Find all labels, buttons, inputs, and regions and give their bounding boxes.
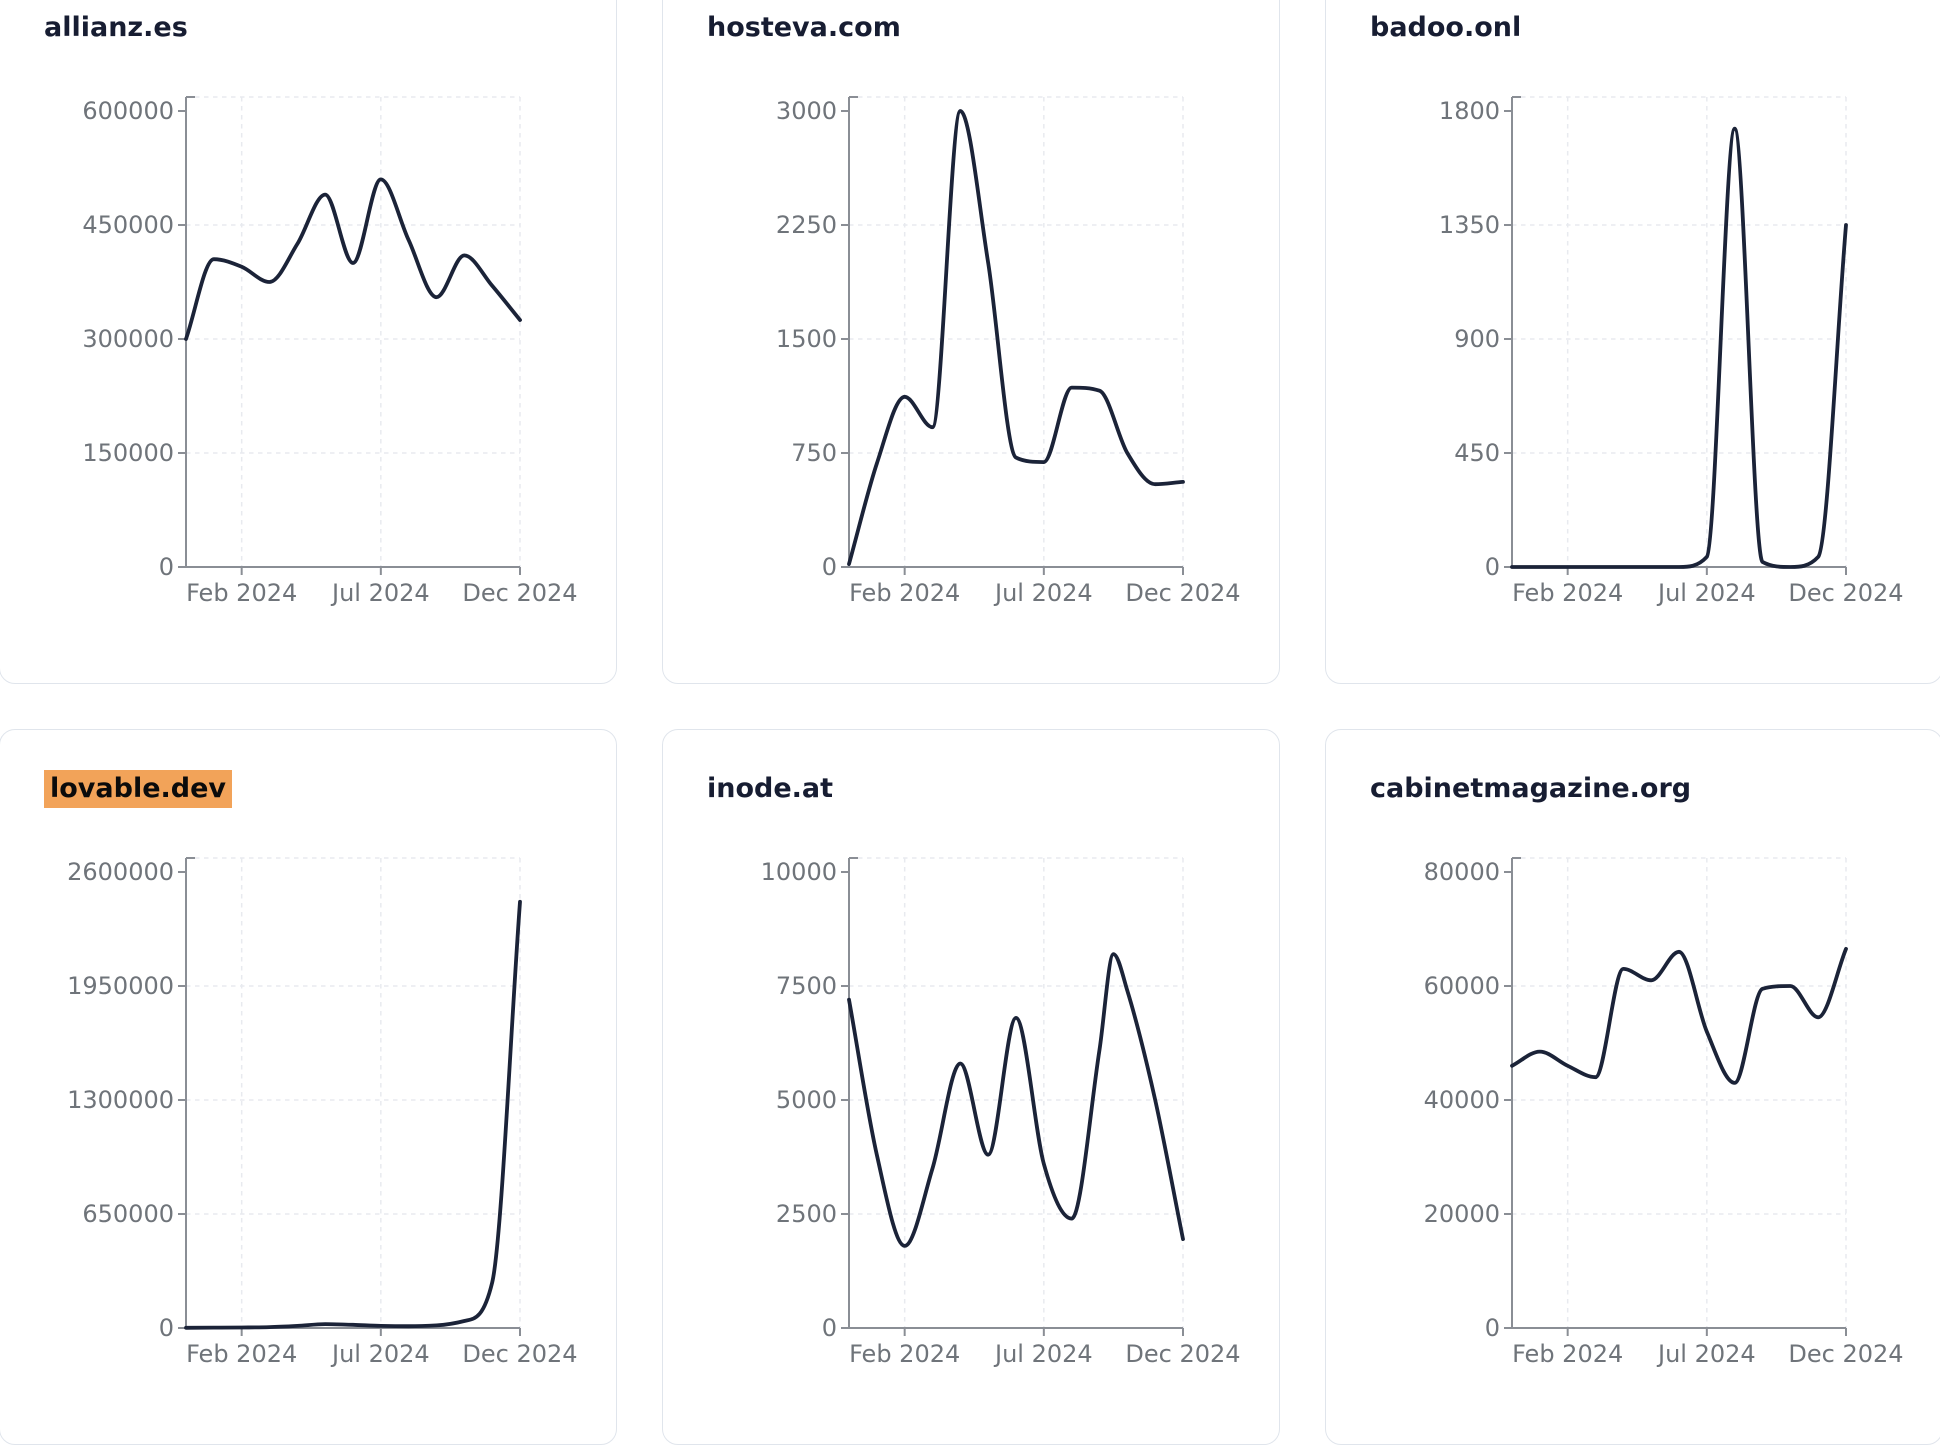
y-tick-label: 5000 xyxy=(776,1086,837,1114)
y-tick-label: 1800 xyxy=(1439,97,1500,125)
chart-card-inode-at: inode.at 0 2500 5000 7500 10000 Feb 2024 Jul 2… xyxy=(662,729,1280,1445)
chart-title-text: allianz.es xyxy=(44,12,188,43)
x-tick-label: Dec 2024 xyxy=(462,579,577,607)
y-tick-label: 450000 xyxy=(82,211,174,239)
x-tick-label: Feb 2024 xyxy=(1512,1340,1623,1368)
axes xyxy=(841,96,1184,575)
chart-title-text: badoo.onl xyxy=(1370,12,1522,43)
y-tick-label: 0 xyxy=(822,553,837,581)
y-tick-label: 1500 xyxy=(776,325,837,353)
x-tick-label: Jul 2024 xyxy=(993,1340,1093,1368)
line-chart: 0 750 1500 2250 3000 Feb 2024 Jul 2024 Dec 2024 xyxy=(776,96,1241,607)
y-tick-label: 3000 xyxy=(776,97,837,125)
x-tick-label: Feb 2024 xyxy=(849,579,960,607)
x-tick-label: Dec 2024 xyxy=(1125,579,1240,607)
chart-card-badoo-onl: badoo.onl 0 450 900 1350 1800 Feb 2024 Jul 202… xyxy=(1325,0,1940,684)
axes xyxy=(178,857,521,1336)
y-tick-label: 20000 xyxy=(1424,1200,1500,1228)
x-tick-label: Dec 2024 xyxy=(1788,579,1903,607)
x-tick-label: Jul 2024 xyxy=(330,1340,430,1368)
x-tick-label: Jul 2024 xyxy=(1656,579,1756,607)
y-tick-label: 2600000 xyxy=(67,858,174,886)
x-tick-label: Feb 2024 xyxy=(849,1340,960,1368)
y-tick-label: 80000 xyxy=(1424,858,1500,886)
x-tick-label: Dec 2024 xyxy=(1788,1340,1903,1368)
axes xyxy=(841,857,1184,1336)
y-tick-label: 900 xyxy=(1454,325,1500,353)
x-tick-label: Jul 2024 xyxy=(1656,1340,1756,1368)
y-tick-label: 7500 xyxy=(776,972,837,1000)
line-series xyxy=(847,109,1185,566)
y-tick-label: 650000 xyxy=(82,1200,174,1228)
y-tick-label: 2250 xyxy=(776,211,837,239)
y-tick-label: 0 xyxy=(822,1314,837,1342)
x-tick-label: Feb 2024 xyxy=(1512,579,1623,607)
chart-title: cabinetmagazine.org xyxy=(1370,772,1691,806)
x-tick-label: Dec 2024 xyxy=(1125,1340,1240,1368)
x-tick-label: Feb 2024 xyxy=(186,1340,297,1368)
line-chart: 0 450 900 1350 1800 Feb 2024 Jul 2024 Dec 2024 xyxy=(1439,96,1904,607)
line-series xyxy=(847,952,1185,1248)
chart-title-text: hosteva.com xyxy=(707,12,901,43)
y-tick-label: 60000 xyxy=(1424,972,1500,1000)
y-tick-label: 1300000 xyxy=(67,1086,174,1114)
chart-title: allianz.es xyxy=(44,11,188,45)
x-tick-label: Jul 2024 xyxy=(993,579,1093,607)
title-highlight: lovable.dev xyxy=(44,770,233,808)
x-tick-label: Feb 2024 xyxy=(186,579,297,607)
gridlines xyxy=(1512,96,1847,567)
chart-title-text: lovable.dev xyxy=(50,773,227,804)
chart-card-lovable-dev: lovable.dev 0 650000 1300000 1950000 2600000… xyxy=(0,729,617,1445)
gridlines xyxy=(849,96,1184,567)
tick-labels: 0 20000 40000 60000 80000 Feb 2024 Jul 2024 Dec… xyxy=(1424,858,1904,1368)
chart-title: badoo.onl xyxy=(1370,11,1521,45)
axes xyxy=(178,96,521,575)
line-chart: 0 650000 1300000 1950000 2600000 Feb 2024 Jul … xyxy=(67,857,578,1368)
x-tick-label: Dec 2024 xyxy=(462,1340,577,1368)
gridlines xyxy=(849,857,1184,1328)
tick-labels: 0 650000 1300000 1950000 2600000 Feb 2024 Jul … xyxy=(67,858,577,1368)
line-series xyxy=(184,899,522,1330)
axes xyxy=(1504,96,1847,575)
y-tick-label: 2500 xyxy=(776,1200,837,1228)
axes xyxy=(1504,857,1847,1336)
chart-title-text: inode.at xyxy=(707,773,834,804)
y-tick-label: 10000 xyxy=(761,858,837,886)
y-tick-label: 0 xyxy=(1485,1314,1500,1342)
chart-title-text: cabinetmagazine.org xyxy=(1370,773,1692,804)
gridlines xyxy=(186,857,521,1328)
gridlines xyxy=(186,96,521,567)
y-tick-label: 600000 xyxy=(82,97,174,125)
chart-title: lovable.dev xyxy=(44,770,233,808)
y-tick-label: 1950000 xyxy=(67,972,174,1000)
chart-title: hosteva.com xyxy=(707,11,901,45)
line-chart: 0 20000 40000 60000 80000 Feb 2024 Jul 2024 Dec… xyxy=(1424,857,1904,1368)
tick-labels: 0 2500 5000 7500 10000 Feb 2024 Jul 2024 Dec 20… xyxy=(761,858,1241,1368)
tick-labels: 0 750 1500 2250 3000 Feb 2024 Jul 2024 Dec 2024 xyxy=(776,97,1241,607)
chart-card-hosteva-com: hosteva.com 0 750 1500 2250 3000 Feb 2024 Jul … xyxy=(662,0,1280,684)
tick-labels: 0 450 900 1350 1800 Feb 2024 Jul 2024 Dec 2024 xyxy=(1439,97,1904,607)
gridlines xyxy=(1512,857,1847,1328)
line-series xyxy=(1510,947,1848,1085)
y-tick-label: 450 xyxy=(1454,439,1500,467)
y-tick-label: 0 xyxy=(159,1314,174,1342)
chart-card-allianz-es: allianz.es 0 150000 300000 450000 600000 Feb … xyxy=(0,0,617,684)
y-tick-label: 150000 xyxy=(82,439,174,467)
line-chart: 0 2500 5000 7500 10000 Feb 2024 Jul 2024 Dec 20… xyxy=(761,857,1241,1368)
y-tick-label: 1350 xyxy=(1439,211,1500,239)
line-series xyxy=(184,177,522,341)
line-series xyxy=(1510,126,1848,569)
y-tick-label: 300000 xyxy=(82,325,174,353)
y-tick-label: 40000 xyxy=(1424,1086,1500,1114)
tick-labels: 0 150000 300000 450000 600000 Feb 2024 Jul 202… xyxy=(82,97,577,607)
y-tick-label: 750 xyxy=(791,439,837,467)
chart-card-cabinetmagazine-org: cabinetmagazine.org 0 20000 40000 60000 8000… xyxy=(1325,729,1940,1445)
chart-title: inode.at xyxy=(707,772,833,806)
y-tick-label: 0 xyxy=(1485,553,1500,581)
line-chart: 0 150000 300000 450000 600000 Feb 2024 Jul 202… xyxy=(82,96,578,607)
x-tick-label: Jul 2024 xyxy=(330,579,430,607)
y-tick-label: 0 xyxy=(159,553,174,581)
